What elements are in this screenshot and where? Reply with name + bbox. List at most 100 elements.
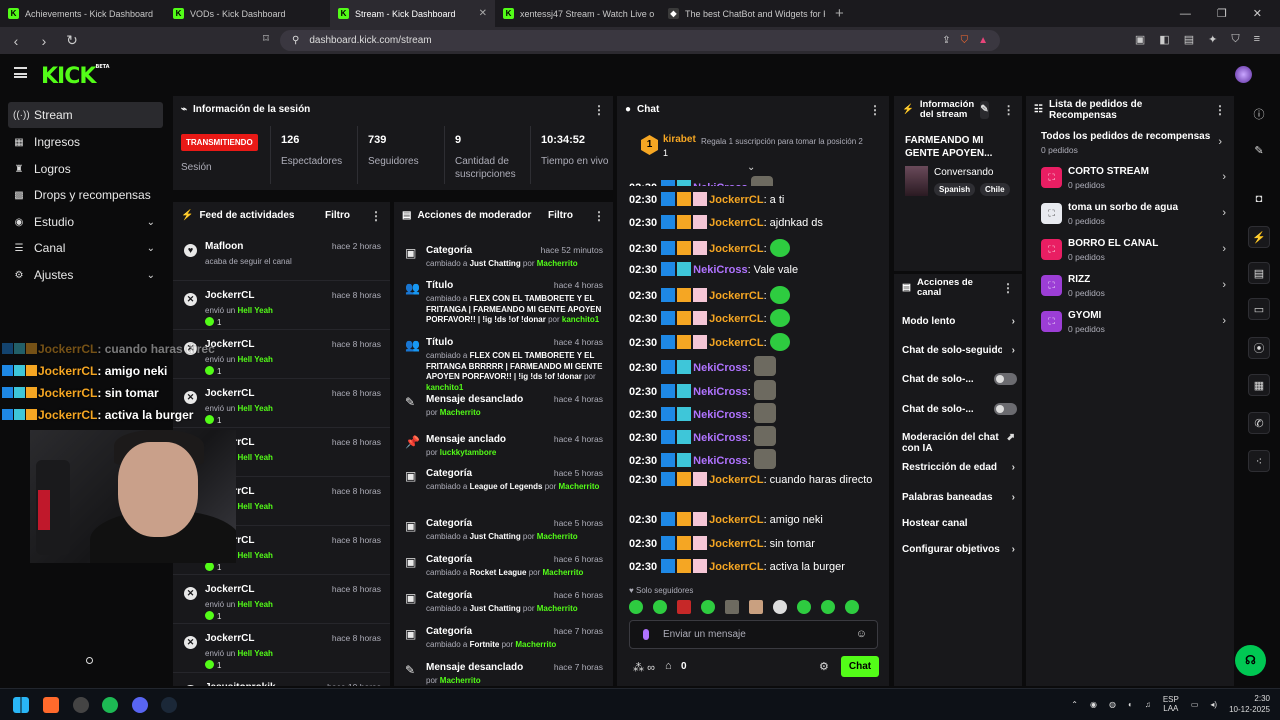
more-options-icon[interactable]: ⋮ xyxy=(593,102,605,117)
channel-action-item[interactable]: Chat de solo-seguidores› xyxy=(902,345,1015,356)
channel-action-item[interactable]: Moderación del chat con IA ⬈ xyxy=(902,432,1015,454)
browser-tab[interactable]: ◆ The best ChatBot and Widgets for Ki xyxy=(660,0,825,27)
chat-message[interactable]: 02:30 JockerrCL: cuando haras directo xyxy=(629,472,873,486)
browser-tab[interactable]: K Achievements - Kick Dashboard xyxy=(0,0,165,27)
all-rewards-link[interactable]: Todos los pedidos de recompensas xyxy=(1041,131,1211,142)
more-options-icon[interactable]: ⋮ xyxy=(1002,103,1015,117)
sidebar-item-ajustes[interactable]: ⚙ Ajustes ⌄ xyxy=(14,268,155,282)
mic-icon[interactable] xyxy=(643,629,649,640)
more-options-icon[interactable]: ⋮ xyxy=(1214,102,1226,117)
calendar-icon[interactable]: ▦ xyxy=(1248,374,1270,396)
edit-pencil-icon[interactable]: ✎ xyxy=(1254,145,1264,157)
bookmark-icon[interactable]: ⌑ xyxy=(263,33,269,45)
emote-icon[interactable] xyxy=(821,600,835,614)
channel-action-item[interactable]: Hostear canal xyxy=(902,518,968,529)
mic-tray-icon[interactable]: ♫ xyxy=(1144,699,1151,709)
security-tray-icon[interactable]: ◍ xyxy=(1108,699,1116,709)
store-icon[interactable]: ⌂ xyxy=(665,660,672,672)
sidebar-item-stream[interactable]: ((·)) Stream xyxy=(8,102,163,128)
help-support-icon[interactable]: ☊ xyxy=(1235,645,1266,676)
feed-item[interactable]: ✕ JockerrCL hace 8 horas envió un Hell Yeah… xyxy=(173,624,390,673)
emote-icon[interactable] xyxy=(677,600,691,614)
emoji-picker-icon[interactable]: ☺ xyxy=(855,628,867,640)
browser-tab-active[interactable]: K Stream - Kick Dashboard ✕ xyxy=(330,0,495,27)
broadcast-icon[interactable]: ⦿ xyxy=(1248,337,1270,359)
obs-icon[interactable] xyxy=(73,697,89,713)
edit-pencil-icon[interactable]: ✎ xyxy=(980,101,989,119)
more-options-icon[interactable]: ⋮ xyxy=(869,102,881,117)
send-chat-button[interactable]: Chat xyxy=(841,656,879,677)
brave-browser-icon[interactable] xyxy=(43,697,59,713)
carousel-dot[interactable] xyxy=(86,657,93,664)
feed-item[interactable]: ✕ JockerrCL hace 8 horas envió un Hell Yeah… xyxy=(173,379,390,428)
chat-message[interactable]: 02:30 JockerrCL: xyxy=(629,239,879,257)
emote-icon[interactable] xyxy=(629,600,643,614)
sidebar-item-ingresos[interactable]: ▦ Ingresos xyxy=(14,135,81,149)
reward-item[interactable]: ⛶ toma un sorbo de agua 0 pedidos › xyxy=(1041,201,1226,231)
document-icon[interactable]: ▤ xyxy=(1248,262,1270,284)
close-tab-icon[interactable]: ✕ xyxy=(478,8,487,19)
emote-icon[interactable] xyxy=(725,600,739,614)
kick-logo[interactable]: KICKBETA xyxy=(41,64,110,89)
sidebar-item-drops[interactable]: ▩ Drops y recompensas xyxy=(14,188,151,202)
chat-settings-icon[interactable]: ⚙ xyxy=(819,661,829,673)
reload-icon[interactable]: ↻ xyxy=(66,32,78,48)
address-bar[interactable]: ⚲ dashboard.kick.com/stream ⇪ ⛉ ▲ xyxy=(280,30,1000,51)
maximize-icon[interactable]: ❐ xyxy=(1216,8,1227,20)
scroll-to-bottom-icon[interactable]: ⌄ xyxy=(747,162,756,173)
chevron-right-icon[interactable]: › xyxy=(1218,136,1222,148)
filter-button[interactable]: Filtro xyxy=(548,210,573,221)
forward-icon[interactable]: › xyxy=(41,32,47,49)
share-icon[interactable]: ⇪ xyxy=(942,35,951,46)
sidebar-item-estudio[interactable]: ◉ Estudio ⌄ xyxy=(14,215,155,229)
emote-icon[interactable] xyxy=(701,600,715,614)
sidebar-item-canal[interactable]: ☰ Canal ⌄ xyxy=(14,241,155,255)
emote-icon[interactable] xyxy=(773,600,787,614)
reward-item[interactable]: ⛶ BORRO EL CANAL 0 pedidos › xyxy=(1041,237,1226,267)
channel-action-item[interactable]: Restricción de edad › xyxy=(902,462,1015,473)
feed-item[interactable]: ✕ JockerrCL hace 8 horas envió un Hell Yeah… xyxy=(173,330,390,379)
brave-shield-icon[interactable]: ⛉ xyxy=(960,35,969,46)
chat-message[interactable]: 02:30 JockerrCL: ajdnkad ds xyxy=(629,215,823,229)
vpn-icon[interactable]: ⛉ xyxy=(1231,33,1240,45)
spotify-icon[interactable] xyxy=(102,697,118,713)
steam-icon[interactable] xyxy=(161,697,177,713)
chat-message[interactable]: 02:30 JockerrCL: activa la burger xyxy=(629,559,845,573)
close-window-icon[interactable]: ✕ xyxy=(1252,8,1262,20)
chat-message[interactable]: 02:30 JockerrCL: xyxy=(629,309,879,327)
user-avatar[interactable] xyxy=(1235,66,1252,83)
info-icon[interactable]: ⓘ xyxy=(1253,109,1265,121)
emote-icon[interactable] xyxy=(845,600,859,614)
menu-hamburger-icon[interactable] xyxy=(14,67,27,78)
toggle-switch[interactable] xyxy=(994,373,1017,385)
chat-message[interactable]: 02:30 JockerrCL: a ti xyxy=(629,192,785,206)
filter-button[interactable]: Filtro xyxy=(325,210,350,221)
feed-item[interactable]: ♥ Mafloon hace 2 horas acaba de seguir el c… xyxy=(173,232,390,281)
nodes-icon[interactable]: ⁖ xyxy=(1248,450,1270,472)
chat-bubble-icon[interactable]: ▭ xyxy=(1248,298,1270,320)
brave-rewards-icon[interactable]: ▲ xyxy=(978,35,988,46)
more-options-icon[interactable]: ⋮ xyxy=(593,208,605,223)
emote-icon[interactable] xyxy=(653,600,667,614)
chat-input[interactable]: Enviar un mensaje ☺ xyxy=(629,620,878,649)
chat-message[interactable]: 02:30 JockerrCL: xyxy=(629,333,879,351)
windows-start-icon[interactable] xyxy=(13,697,29,713)
channel-points-infinity[interactable]: ⁂ ∞ xyxy=(633,662,655,674)
menu-icon[interactable]: ≡ xyxy=(1253,33,1260,45)
more-options-icon[interactable]: ⋮ xyxy=(370,208,382,223)
feed-item[interactable]: ✕ JockerrCL hace 8 horas envió un Hell Yeah… xyxy=(173,281,390,330)
network-icon[interactable]: ▭ xyxy=(1190,699,1199,709)
channel-action-item[interactable]: Modo lento › xyxy=(902,316,1015,327)
feed-item[interactable]: ♥ Jesusitoprokik hace 10 horas xyxy=(173,673,390,686)
sidebar-item-logros[interactable]: ♜ Logros xyxy=(14,162,71,176)
discord-tray-icon[interactable]: ◐ xyxy=(1127,699,1133,709)
discord-icon[interactable] xyxy=(132,697,148,713)
new-tab-button[interactable]: + xyxy=(835,5,844,22)
camera-icon[interactable]: ◘ xyxy=(1255,193,1263,205)
media-icon[interactable]: ▣ xyxy=(1134,34,1146,46)
emote-icon[interactable] xyxy=(749,600,763,614)
tray-overflow-icon[interactable]: ⌃ xyxy=(1071,699,1078,709)
feed-item[interactable]: ✕ JockerrCL hace 8 horas envió un Hell Yeah… xyxy=(173,575,390,624)
